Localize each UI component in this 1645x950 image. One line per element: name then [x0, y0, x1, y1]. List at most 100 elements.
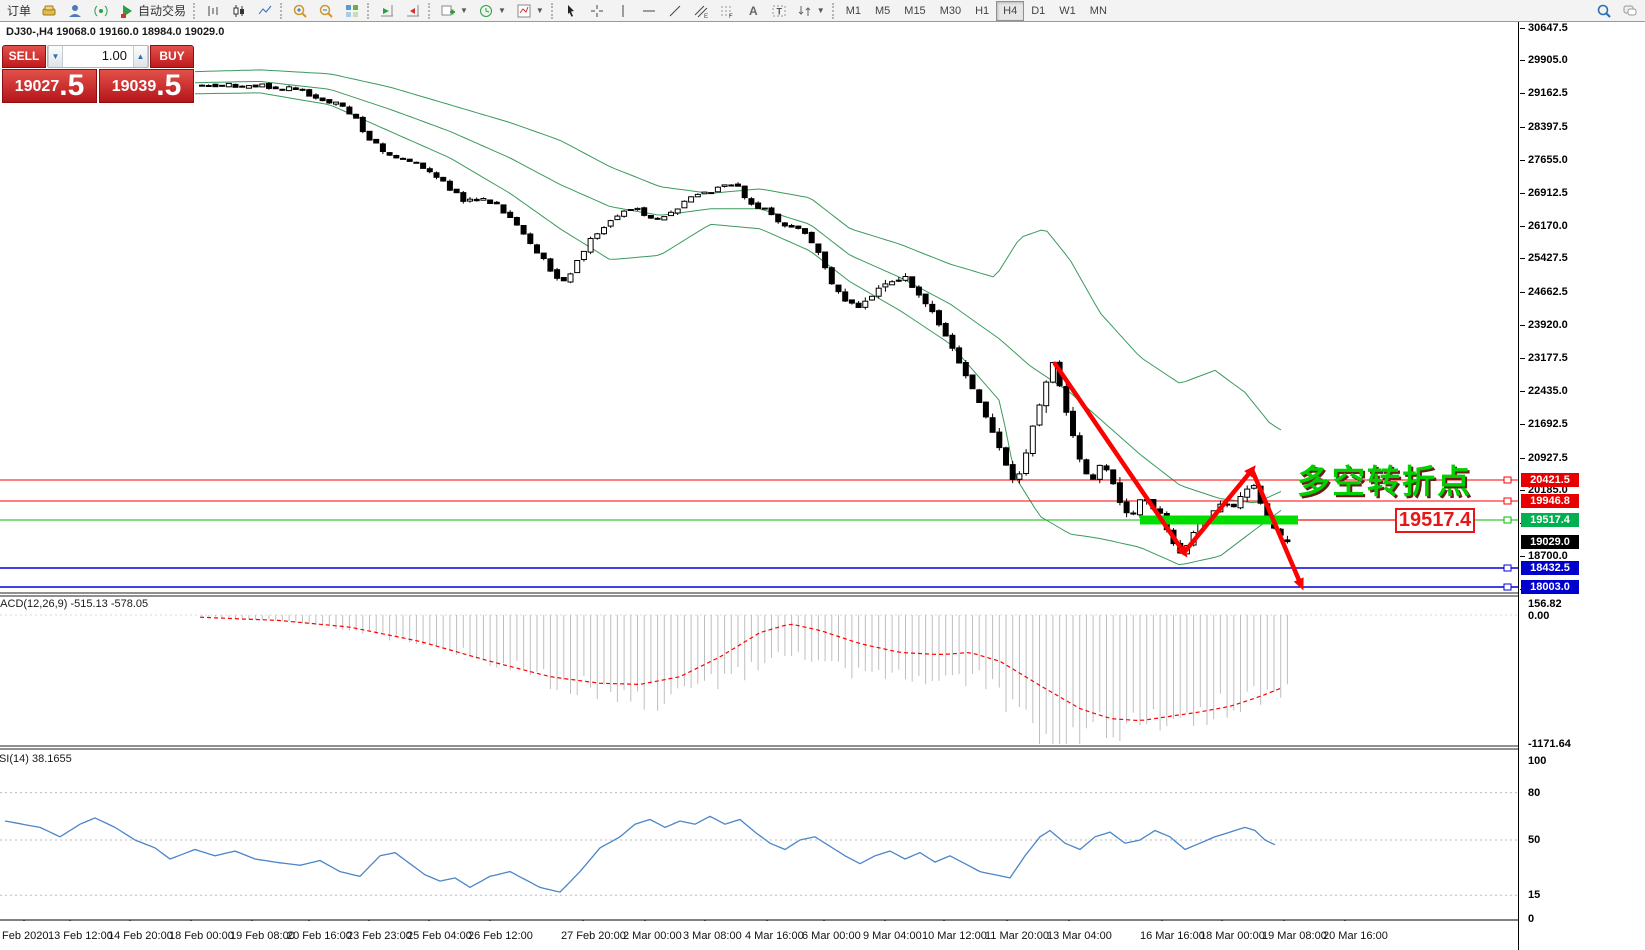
price-tick: 18700.0: [1520, 550, 1568, 563]
dropdown-arrow-icon[interactable]: ▼: [535, 6, 544, 15]
volume-increase-button[interactable]: ▲: [133, 46, 148, 67]
volume-spinner: ▼ 1.00 ▲: [47, 45, 149, 68]
one-click-trading-panel: SELL ▼ 1.00 ▲ BUY 19027.5 19039.5: [2, 45, 194, 103]
dropdown-arrow-icon[interactable]: ▼: [460, 6, 468, 15]
crosshair-button[interactable]: [584, 1, 610, 21]
timeframe-m5-button[interactable]: M5: [875, 4, 891, 17]
price-tick: 26912.5: [1520, 186, 1568, 199]
line-chart-button[interactable]: [252, 1, 278, 21]
time-label: 19 Mar 08:00: [1262, 930, 1327, 942]
timeframe-w1-button[interactable]: W1: [1059, 4, 1076, 17]
rsi-indicator-label: RSI(14) 38.1655: [0, 753, 72, 765]
sell-button[interactable]: SELL: [2, 45, 46, 68]
trendline-button[interactable]: [662, 1, 688, 21]
chart-area: DJ30-,H4 19068.0 19160.0 18984.0 19029.0…: [0, 22, 1645, 950]
zoom-in-button[interactable]: [287, 1, 313, 21]
volume-value[interactable]: 1.00: [101, 48, 127, 63]
price-tick: 22435.0: [1520, 384, 1568, 397]
hline-icon: [642, 10, 655, 11]
periods-button[interactable]: ▼: [473, 1, 511, 21]
toolbar-grip: [831, 2, 837, 19]
text-label-button[interactable]: T: [766, 1, 792, 21]
level-line-handle[interactable]: [1503, 583, 1512, 591]
toolbar-grip: [280, 2, 285, 19]
price-tick: 27655.0: [1520, 153, 1568, 166]
fibonacci-button[interactable]: F: [714, 1, 740, 21]
dropdown-arrow-icon[interactable]: ▼: [816, 6, 825, 15]
level-lines[interactable]: [0, 476, 1518, 591]
community-icon-button[interactable]: [62, 1, 88, 21]
candlestick-chart-button[interactable]: [226, 1, 252, 21]
panel-separators[interactable]: [0, 592, 1518, 921]
zoom-out-button[interactable]: [313, 1, 339, 21]
price-axis[interactable]: 30647.5 29905.0 29162.5 28397.5 27655.0 26912…: [1518, 22, 1645, 950]
timeframe-h1-button[interactable]: H1: [975, 4, 990, 17]
time-label: 25 Feb 04:00: [407, 930, 472, 942]
equidistant-channel-button[interactable]: E: [688, 1, 714, 21]
buy-price-frac: .5: [156, 69, 182, 102]
bar-chart-button[interactable]: [200, 1, 226, 21]
time-label: 11 Mar 20:00: [985, 930, 1050, 942]
time-label: 6 Mar 00:00: [802, 930, 861, 942]
trendline-icon: [669, 5, 681, 16]
timeframe-m15-button[interactable]: M15: [904, 4, 926, 17]
signals-icon-button[interactable]: [88, 1, 114, 21]
auto-scroll-button[interactable]: [374, 1, 400, 21]
scroll-group: [374, 0, 426, 22]
channel-icon: E: [694, 5, 708, 19]
rsi-scale-label: 0: [1528, 913, 1535, 925]
toolbar-grip: [428, 2, 433, 19]
timeframe-m30-button[interactable]: M30: [939, 4, 962, 17]
vertical-line-button[interactable]: [610, 1, 636, 21]
macd-scale-label: 0.00: [1528, 610, 1550, 622]
svg-text:F: F: [729, 14, 733, 19]
volume-decrease-button[interactable]: ▼: [48, 46, 63, 67]
buy-button[interactable]: BUY: [150, 45, 194, 68]
text-button[interactable]: A: [740, 1, 766, 21]
toolbar-grip: [193, 2, 198, 19]
funds-icon-button[interactable]: [36, 1, 62, 21]
chart-shift-button[interactable]: [400, 1, 426, 21]
templates-button[interactable]: ▼: [511, 1, 549, 21]
level-line-handle[interactable]: [1503, 516, 1512, 524]
chart-canvas[interactable]: [0, 22, 1518, 950]
search-button[interactable]: [1591, 1, 1617, 21]
time-axis: Feb 2020 13 Feb 12:00 14 Feb 20:00 18 Feb 0…: [0, 921, 1518, 950]
trend-arrows[interactable]: [1052, 361, 1304, 591]
new-chart-button[interactable]: ▼: [435, 1, 473, 21]
level-line-handle[interactable]: [1503, 564, 1512, 572]
dropdown-arrow-icon[interactable]: ▼: [497, 6, 506, 15]
time-label: 23 Feb 23:00: [347, 930, 412, 942]
time-label: 14 Feb 20:00: [108, 930, 173, 942]
chat-icon: [1623, 5, 1637, 15]
autotrading-button[interactable]: 自动交易: [114, 1, 191, 21]
arrows-button[interactable]: ▼: [792, 1, 830, 21]
annotation-price-box[interactable]: 19517.4: [1395, 508, 1475, 533]
level-line-handle[interactable]: [1503, 476, 1512, 484]
timeframe-d1-button[interactable]: D1: [1031, 4, 1046, 17]
support-highlight-bar[interactable]: [1140, 515, 1298, 525]
horizontal-line-button[interactable]: [636, 1, 662, 21]
cursor-button[interactable]: [558, 1, 584, 21]
new-order-button[interactable]: 订单: [2, 1, 36, 21]
annotation-text[interactable]: 多空转折点: [1297, 463, 1472, 500]
sell-price-display[interactable]: 19027.5: [2, 69, 97, 103]
timeframe-m1-button[interactable]: M1: [845, 4, 861, 17]
tile-windows-button[interactable]: [339, 1, 365, 21]
price-level-label: 20421.5: [1521, 472, 1579, 487]
timeframe-mn-button[interactable]: MN: [1089, 4, 1107, 17]
time-label: 19 Feb 08:00: [230, 930, 295, 942]
new-order-button-label: 订单: [7, 4, 32, 18]
svg-text:A: A: [749, 4, 758, 18]
timeframe-h4-button[interactable]: H4: [996, 0, 1025, 21]
fibo-icon: F: [720, 6, 733, 19]
svg-text:E: E: [704, 14, 708, 19]
time-label: 9 Mar 04:00: [863, 930, 922, 942]
chat-button[interactable]: [1617, 1, 1643, 21]
buy-price-display[interactable]: 19039.5: [99, 69, 194, 103]
level-line-handle[interactable]: [1503, 497, 1512, 505]
price-level-label: 18432.5: [1521, 560, 1579, 575]
time-label: 3 Mar 08:00: [683, 930, 742, 942]
zoomout-icon: [319, 4, 333, 18]
macd-scale-label: 156.82: [1528, 598, 1562, 610]
